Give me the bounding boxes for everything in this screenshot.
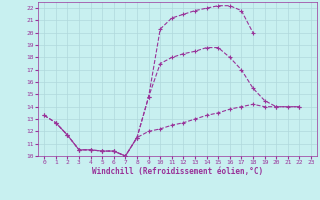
X-axis label: Windchill (Refroidissement éolien,°C): Windchill (Refroidissement éolien,°C) — [92, 167, 263, 176]
